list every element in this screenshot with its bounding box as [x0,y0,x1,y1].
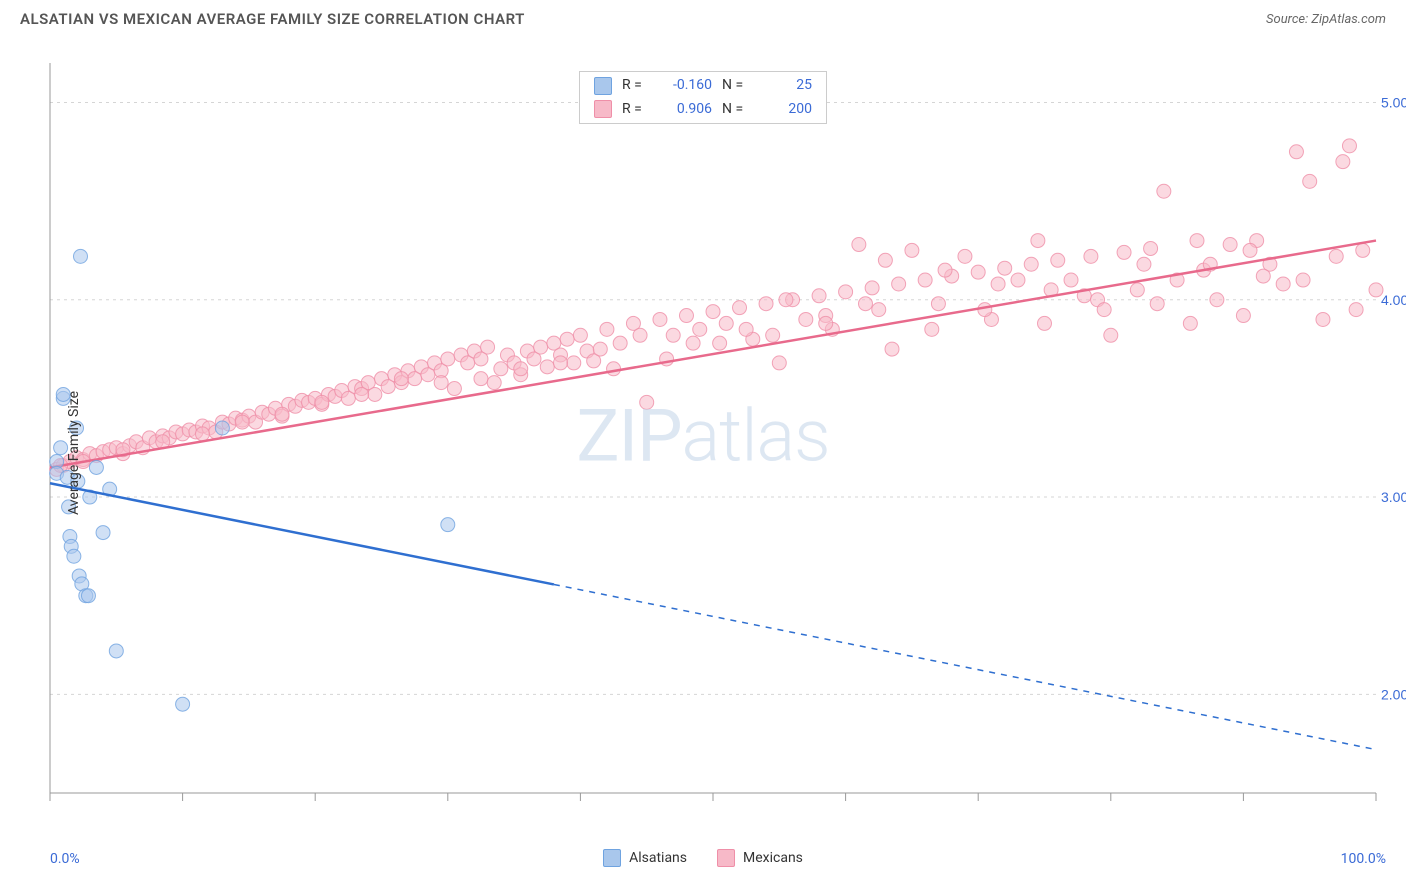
alsatians-label: Alsatians [629,850,687,866]
correlation-legend: R = -0.160 N = 25 R = 0.906 N = 200 [579,71,827,124]
mexicans-swatch-icon [717,849,735,867]
n-label: N = [722,76,750,96]
alsatians-r-value: -0.160 [660,76,712,96]
alsatians-swatch-icon [603,849,621,867]
series-legend: Alsatians Mexicans [0,849,1406,867]
n-label: N = [722,100,750,120]
legend-item-alsatians: Alsatians [603,849,687,867]
r-label: R = [622,100,650,120]
svg-text:4.00: 4.00 [1381,292,1406,308]
r-label: R = [622,76,650,96]
chart-area: 2.003.004.005.00 ZIPatlas Average Family… [0,33,1406,873]
alsatians-swatch-icon [594,77,612,95]
svg-text:5.00: 5.00 [1381,94,1406,110]
mexicans-r-value: 0.906 [660,100,712,120]
mexicans-swatch-icon [594,100,612,118]
legend-item-mexicans: Mexicans [717,849,803,867]
svg-text:3.00: 3.00 [1381,489,1406,505]
mexicans-label: Mexicans [743,850,803,866]
chart-source: Source: ZipAtlas.com [1266,12,1386,27]
legend-row-mexicans: R = 0.906 N = 200 [580,98,826,122]
alsatians-n-value: 25 [760,76,812,96]
y-axis-label: Average Family Size [66,391,82,515]
legend-row-alsatians: R = -0.160 N = 25 [580,74,826,98]
scatter-chart-svg: 2.00 3.00 4.00 5.00 [0,33,1406,843]
svg-text:2.00: 2.00 [1381,686,1406,702]
chart-title: ALSATIAN VS MEXICAN AVERAGE FAMILY SIZE … [20,10,525,28]
mexicans-n-value: 200 [760,100,812,120]
